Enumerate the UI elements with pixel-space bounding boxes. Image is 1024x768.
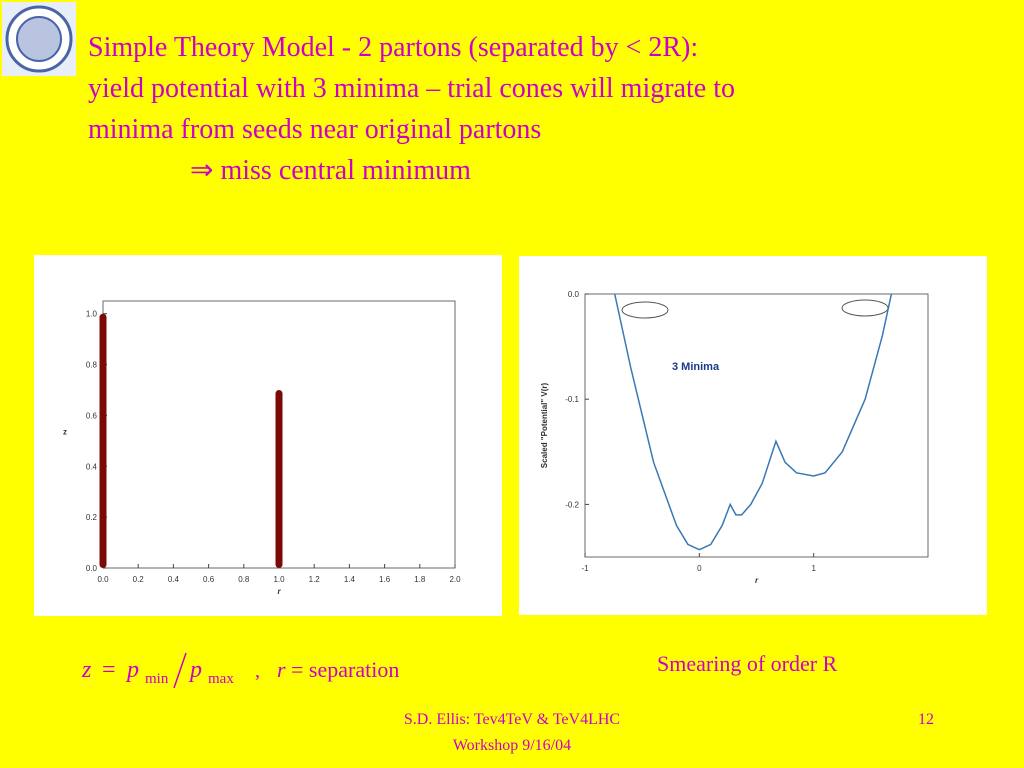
formula-part: , (255, 660, 260, 682)
logo (2, 2, 76, 76)
formula-part: max (208, 671, 234, 687)
x-tick-label: 0.0 (97, 575, 109, 584)
y-tick-label: 0.4 (86, 462, 98, 471)
y-tick-label: 0.0 (86, 564, 98, 573)
plot-frame (584, 293, 929, 558)
x-tick-label: 0.2 (133, 575, 145, 584)
title-line: ⇒ miss central minimum (190, 155, 471, 186)
formula-part: = separation (291, 657, 399, 682)
formula-part: z (81, 657, 92, 683)
formula-part: r (277, 657, 286, 682)
x-tick-label: 1.4 (344, 575, 356, 584)
y-tick-label: -0.1 (565, 395, 579, 404)
formula-part: p (125, 657, 139, 683)
x-axis-label: r (277, 587, 281, 596)
x-tick-label: 0.6 (203, 575, 215, 584)
y-tick-label: 0.6 (86, 411, 98, 420)
bar (99, 313, 107, 568)
x-tick-label: 1 (811, 564, 816, 573)
x-tick-label: 1.2 (309, 575, 321, 584)
annotation: 3 Minima (672, 361, 720, 373)
y-axis-label: Scaled "Potential" V(r) (540, 382, 549, 468)
caption: Smearing of order R (657, 651, 838, 676)
formula: z = p min p max , r = separation (81, 652, 399, 689)
title-line: Simple Theory Model - 2 partons (separat… (88, 32, 698, 63)
y-tick-label: 1.0 (86, 310, 98, 319)
y-tick-label: -0.2 (565, 500, 579, 509)
ellipse-marker (621, 301, 669, 319)
x-tick-label: 0.8 (238, 575, 250, 584)
bar (275, 390, 283, 568)
x-tick-label: 1.6 (379, 575, 391, 584)
x-tick-label: 0.4 (168, 575, 180, 584)
chart-panel (519, 256, 987, 615)
formula-part: = (102, 657, 116, 683)
formula-part: min (145, 671, 169, 687)
y-axis-label: z (63, 428, 67, 437)
x-tick-label: 2.0 (449, 575, 461, 584)
footer: S.D. Ellis: Tev4TeV & TeV4LHC (404, 711, 620, 728)
curve (613, 293, 893, 551)
x-tick-label: -1 (581, 564, 589, 573)
y-tick-label: 0.8 (86, 361, 98, 370)
y-tick-label: 0.0 (568, 290, 580, 299)
title-line: yield potential with 3 minima – trial co… (88, 73, 735, 104)
formula-part: p (188, 657, 202, 683)
title-line: minima from seeds near original partons (88, 114, 541, 145)
x-tick-label: 1.8 (414, 575, 426, 584)
y-tick-label: 0.2 (86, 513, 98, 522)
footer: Workshop 9/16/04 (453, 737, 571, 754)
x-tick-label: 1.0 (273, 575, 285, 584)
x-axis-label: r (755, 576, 759, 585)
chart-panel (34, 255, 502, 616)
page-number: 12 (918, 711, 934, 728)
x-tick-label: 0 (697, 564, 702, 573)
